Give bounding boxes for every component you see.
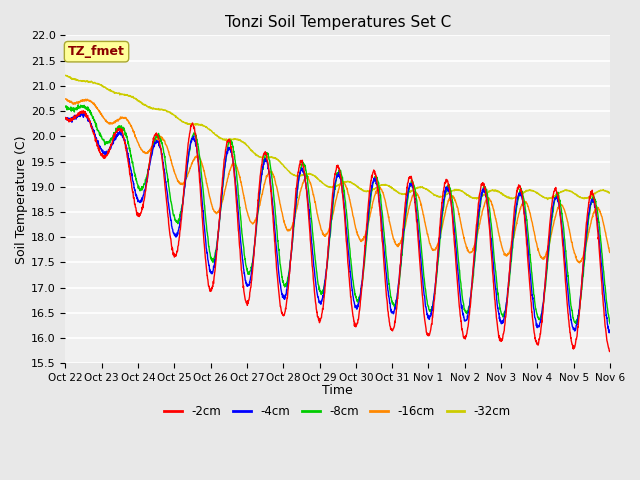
Text: TZ_fmet: TZ_fmet <box>68 45 125 58</box>
Title: Tonzi Soil Temperatures Set C: Tonzi Soil Temperatures Set C <box>225 15 451 30</box>
X-axis label: Time: Time <box>323 384 353 397</box>
Y-axis label: Soil Temperature (C): Soil Temperature (C) <box>15 135 28 264</box>
Legend: -2cm, -4cm, -8cm, -16cm, -32cm: -2cm, -4cm, -8cm, -16cm, -32cm <box>160 401 516 423</box>
